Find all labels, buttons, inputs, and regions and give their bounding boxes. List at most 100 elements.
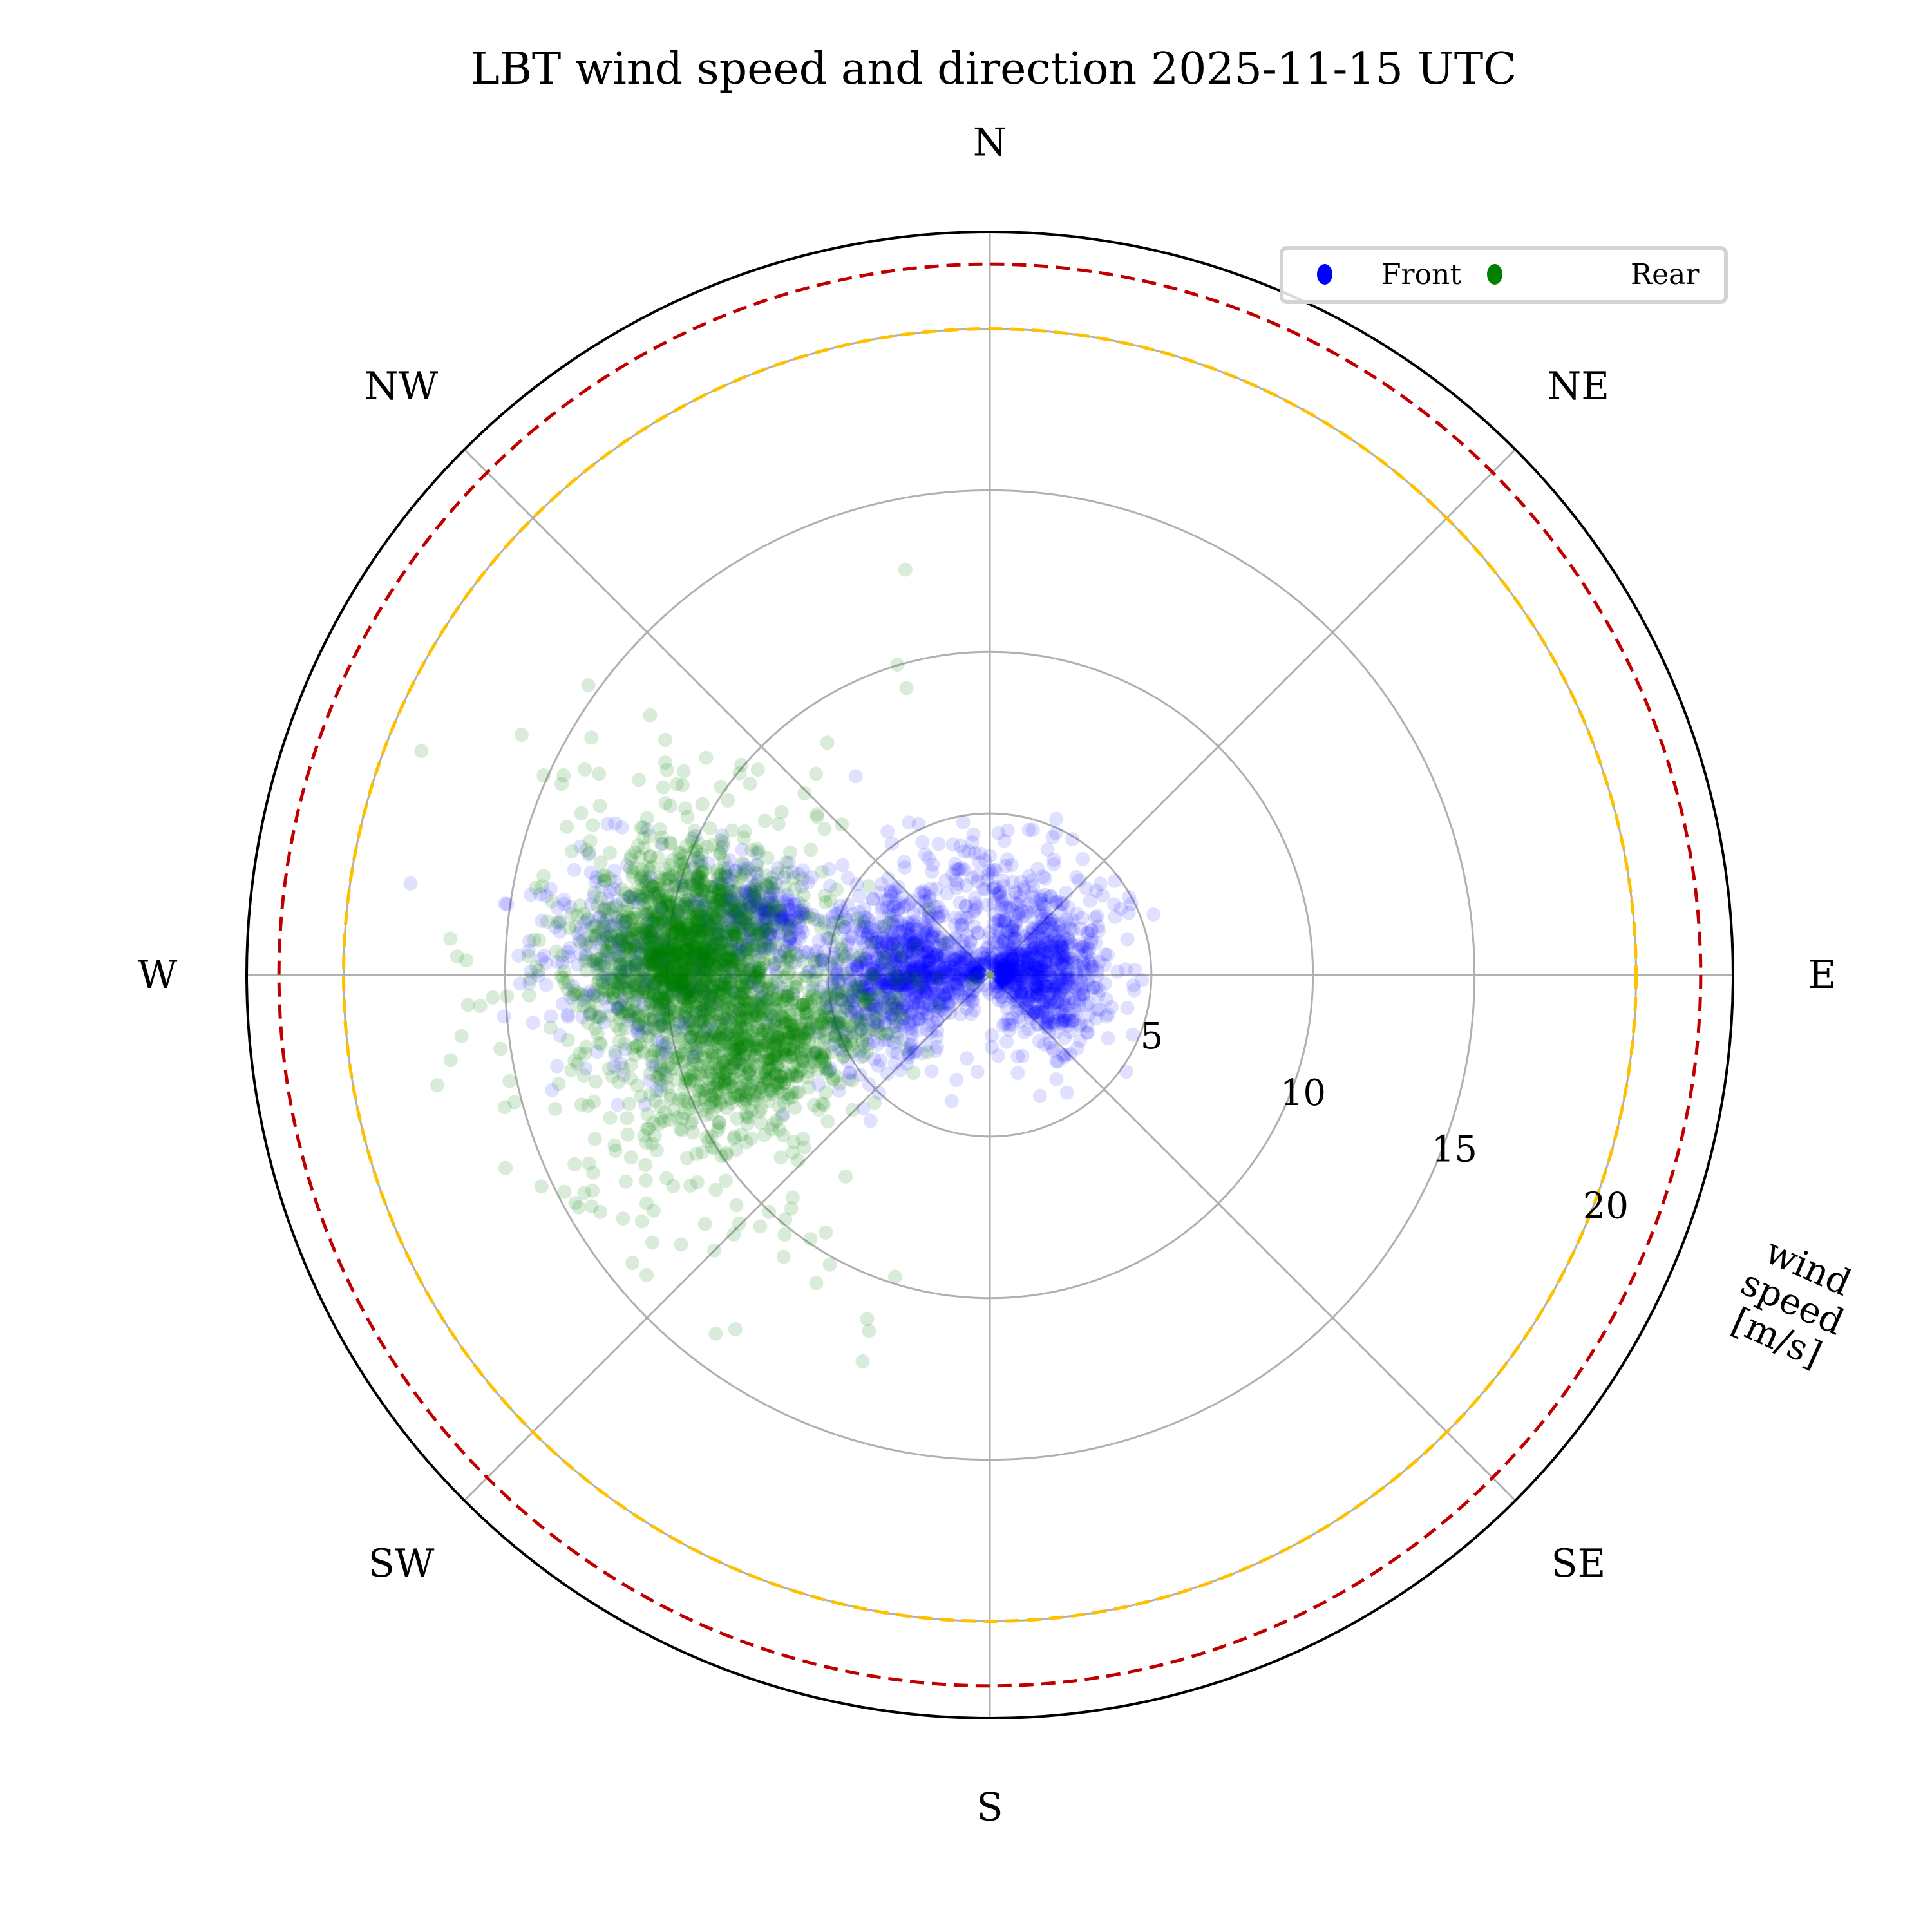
- point-front: [1061, 1014, 1076, 1028]
- point-front: [1026, 922, 1041, 937]
- point-front: [1047, 929, 1062, 944]
- point-front: [1029, 978, 1044, 993]
- point-front: [688, 899, 703, 913]
- point-front: [759, 992, 773, 1007]
- point-front: [1027, 1003, 1042, 1018]
- point-front: [997, 973, 1012, 988]
- point-front: [874, 940, 889, 954]
- point-front: [834, 993, 849, 1008]
- point-front: [931, 1004, 945, 1019]
- point-front: [616, 953, 631, 968]
- point-front: [823, 1061, 838, 1076]
- point-rear: [590, 956, 605, 971]
- point-front: [1018, 962, 1032, 977]
- point-front: [902, 1050, 916, 1065]
- point-front: [908, 965, 923, 980]
- point-front: [880, 824, 895, 839]
- point-front: [827, 1014, 842, 1029]
- point-front: [912, 963, 927, 978]
- point-front: [1010, 994, 1025, 1009]
- point-front: [1042, 999, 1057, 1014]
- point-rear: [673, 1122, 688, 1137]
- point-front: [643, 870, 658, 885]
- point-front: [899, 984, 914, 999]
- point-front: [871, 978, 886, 993]
- point-front: [870, 965, 884, 980]
- point-front: [916, 988, 931, 1003]
- point-rear: [930, 971, 945, 986]
- point-front: [685, 981, 700, 996]
- point-rear: [557, 1184, 572, 1199]
- point-front: [832, 1042, 846, 1057]
- point-front: [954, 949, 969, 964]
- point-front: [782, 913, 797, 927]
- point-front: [930, 993, 945, 1008]
- point-front: [829, 981, 844, 996]
- point-front: [994, 964, 1009, 979]
- point-front: [866, 891, 880, 906]
- point-front: [944, 1094, 959, 1108]
- point-front: [996, 958, 1010, 972]
- point-front: [732, 940, 746, 955]
- point-front: [891, 903, 905, 918]
- point-rear: [540, 914, 554, 929]
- point-front: [1047, 947, 1062, 962]
- point-front: [989, 960, 1004, 975]
- point-front: [649, 946, 664, 961]
- point-front: [945, 976, 960, 990]
- point-front: [963, 934, 978, 948]
- point-front: [741, 861, 755, 876]
- point-front: [1005, 951, 1020, 966]
- point-front: [655, 1034, 670, 1049]
- point-front: [949, 952, 963, 967]
- point-front: [752, 886, 766, 900]
- point-front: [916, 980, 931, 995]
- point-front: [854, 1022, 869, 1037]
- point-front: [1042, 943, 1057, 958]
- point-front: [1049, 1072, 1064, 1086]
- point-front: [1007, 988, 1021, 1003]
- point-front: [1001, 968, 1016, 983]
- point-front: [758, 900, 773, 915]
- point-front: [922, 851, 936, 866]
- point-front: [884, 1001, 898, 1016]
- point-front: [914, 1006, 929, 1021]
- point-front: [1008, 969, 1023, 983]
- point-front: [942, 998, 956, 1012]
- point-front: [899, 945, 914, 960]
- point-front: [1065, 1014, 1080, 1028]
- point-front: [862, 913, 876, 927]
- point-front: [1009, 931, 1024, 946]
- point-front: [1021, 1022, 1036, 1037]
- point-front: [997, 914, 1012, 929]
- point-front: [874, 976, 889, 991]
- point-front: [894, 981, 909, 995]
- point-front: [1012, 1014, 1027, 1028]
- point-front: [916, 945, 931, 960]
- point-front: [1002, 960, 1017, 975]
- point-front: [583, 939, 598, 954]
- point-front: [893, 934, 907, 949]
- point-front: [1000, 954, 1015, 969]
- point-front: [1026, 959, 1041, 974]
- point-front: [1007, 965, 1021, 980]
- point-front: [1040, 842, 1055, 857]
- point-front: [1015, 967, 1030, 982]
- point-front: [941, 984, 956, 999]
- point-front: [889, 920, 904, 934]
- point-front: [991, 929, 1006, 944]
- point-front: [1057, 992, 1072, 1007]
- point-front: [1003, 986, 1018, 1000]
- point-front: [911, 972, 925, 987]
- point-front: [1030, 982, 1045, 997]
- point-front: [817, 944, 831, 959]
- point-front: [964, 1007, 979, 1021]
- point-front: [854, 973, 869, 988]
- point-front: [995, 974, 1010, 989]
- point-front: [967, 983, 981, 998]
- point-front: [735, 958, 750, 972]
- point-front: [893, 950, 908, 965]
- point-front: [864, 987, 878, 1002]
- point-front: [1034, 982, 1049, 997]
- point-front: [888, 949, 903, 964]
